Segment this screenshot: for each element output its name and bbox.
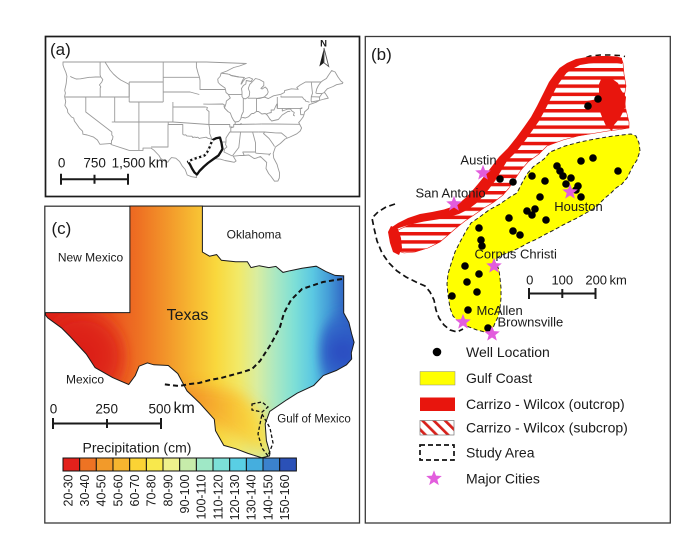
svg-text:110-120: 110-120	[211, 474, 225, 519]
svg-text:30-40: 30-40	[78, 474, 92, 506]
svg-text:0: 0	[526, 273, 533, 288]
svg-text:70-80: 70-80	[145, 474, 159, 506]
svg-text:Oklahoma: Oklahoma	[227, 228, 282, 242]
svg-text:San Antonio: San Antonio	[416, 186, 486, 201]
svg-text:40-50: 40-50	[95, 474, 109, 506]
svg-text:50-60: 50-60	[111, 474, 125, 506]
svg-text:1,500: 1,500	[112, 156, 146, 171]
svg-text:Corpus Christi: Corpus Christi	[475, 247, 557, 262]
svg-text:Gulf of Mexico: Gulf of Mexico	[277, 414, 351, 426]
svg-text:100: 100	[551, 273, 573, 288]
svg-text:80-90: 80-90	[161, 474, 175, 506]
svg-text:McAllen: McAllen	[477, 303, 523, 318]
svg-text:200: 200	[585, 273, 607, 288]
svg-text:km: km	[610, 273, 627, 288]
svg-text:20-30: 20-30	[61, 474, 75, 506]
svg-text:km: km	[174, 400, 195, 417]
svg-text:(a): (a)	[50, 40, 71, 59]
svg-text:60-70: 60-70	[128, 474, 142, 506]
svg-text:140-150: 140-150	[261, 474, 275, 520]
svg-text:Austin: Austin	[460, 153, 496, 168]
svg-text:Houston: Houston	[554, 199, 602, 214]
svg-text:130-140: 130-140	[245, 474, 259, 520]
svg-text:Carrizo - Wilcox (subcrop): Carrizo - Wilcox (subcrop)	[466, 420, 628, 436]
svg-text:Well Location: Well Location	[466, 344, 550, 360]
svg-text:N: N	[320, 39, 327, 50]
svg-text:250: 250	[95, 402, 118, 417]
svg-text:New Mexico: New Mexico	[58, 251, 124, 265]
svg-text:0: 0	[50, 402, 58, 417]
svg-text:Texas: Texas	[167, 307, 209, 324]
svg-text:120-130: 120-130	[228, 474, 242, 520]
svg-text:(b): (b)	[371, 45, 392, 64]
svg-text:500: 500	[149, 402, 172, 417]
svg-text:100-110: 100-110	[195, 474, 209, 519]
svg-text:Brownsville: Brownsville	[498, 315, 564, 330]
svg-text:Carrizo - Wilcox (outcrop): Carrizo - Wilcox (outcrop)	[466, 396, 625, 412]
svg-text:(c): (c)	[52, 219, 72, 238]
svg-text:150-160: 150-160	[278, 474, 292, 520]
svg-text:Study Area: Study Area	[466, 445, 535, 461]
svg-text:Mexico: Mexico	[66, 373, 104, 387]
svg-text:90-100: 90-100	[178, 474, 192, 513]
svg-text:Gulf Coast: Gulf Coast	[466, 370, 532, 386]
svg-text:Precipitation (cm): Precipitation (cm)	[83, 440, 192, 456]
svg-text:750: 750	[83, 156, 106, 171]
svg-text:0: 0	[58, 156, 66, 171]
svg-text:Major Cities: Major Cities	[466, 471, 540, 487]
svg-text:km: km	[149, 156, 168, 172]
